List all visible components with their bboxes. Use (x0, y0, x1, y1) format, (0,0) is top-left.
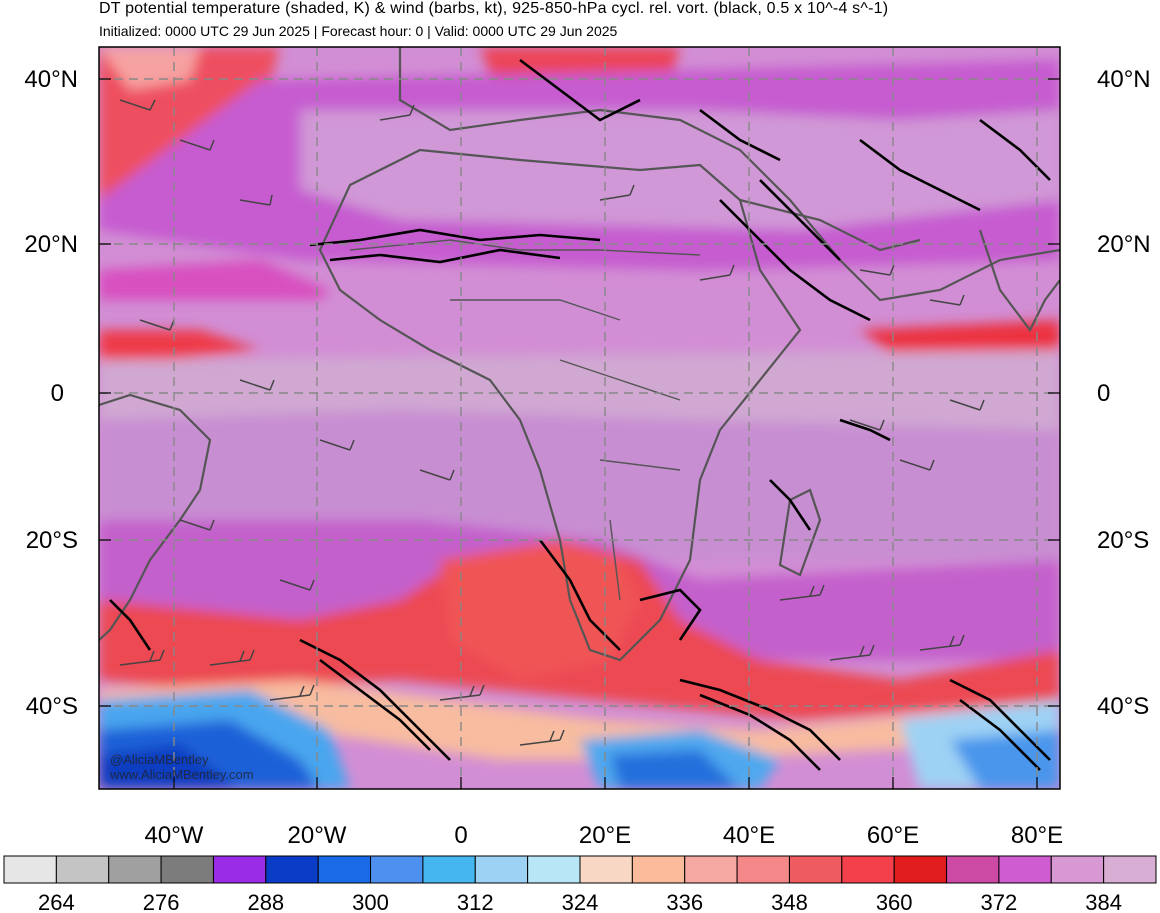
colorbar-swatch (55, 855, 110, 884)
chart-subtitle: Initialized: 0000 UTC 29 Jun 2025 | Fore… (99, 23, 618, 39)
lon-label-0: 0 (454, 822, 467, 849)
lat-label-eq-left: 0 (51, 380, 64, 407)
colorbar-swatch (631, 855, 686, 884)
lon-label-40e: 40°E (723, 822, 775, 849)
colorbar-swatch (1103, 855, 1157, 884)
colorbar-swatch (736, 855, 790, 884)
chart-title: DT potential temperature (shaded, K) & w… (99, 0, 889, 17)
lat-label-20n-left: 20°N (24, 231, 78, 258)
colorbar-swatch (579, 855, 633, 884)
colorbar-tick-label: 336 (666, 890, 703, 913)
lon-label-80e: 80°E (1011, 822, 1063, 849)
colorbar-swatch (474, 855, 529, 884)
lon-label-20w: 20°W (288, 822, 347, 849)
colorbar-tick-label: 324 (562, 890, 599, 913)
vorticity-contours (109, 58, 1051, 771)
colorbar-swatch (998, 855, 1052, 884)
colorbar-swatch (108, 855, 162, 884)
lat-label-20s-right: 20°S (1097, 527, 1149, 554)
colorbar (3, 855, 1157, 884)
lat-label-eq-right: 0 (1097, 380, 1110, 407)
colorbar-swatch (788, 855, 843, 884)
map-frame (98, 46, 1061, 790)
colorbar-swatch (422, 855, 476, 884)
colorbar-swatch (212, 855, 267, 884)
colorbar-tick-label: 372 (981, 890, 1018, 913)
lat-label-40s-right: 40°S (1097, 693, 1149, 720)
colorbar-swatch (684, 855, 738, 884)
axis-ticks (99, 78, 1060, 789)
lat-label-20s-left: 20°S (26, 527, 78, 554)
colorbar-swatch (370, 855, 424, 884)
colorbar-swatch (3, 855, 57, 884)
colorbar-tick-label: 300 (352, 890, 389, 913)
colorbar-swatch (893, 855, 948, 884)
lat-label-40n-left: 40°N (24, 66, 78, 93)
colorbar-swatch (317, 855, 372, 884)
lon-label-40w: 40°W (145, 822, 204, 849)
colorbar-tick-label: 264 (38, 890, 75, 913)
lon-label-20e: 20°E (579, 822, 631, 849)
lat-label-20n-right: 20°N (1097, 231, 1151, 258)
colorbar-swatch (946, 855, 1000, 884)
credit-site: www.AliciaMBentley.com (109, 767, 254, 782)
colorbar-tick-label: 276 (143, 890, 180, 913)
colorbar-tick-label: 348 (771, 890, 808, 913)
colorbar-swatch (265, 855, 319, 884)
colorbar-swatch (841, 855, 895, 884)
colorbar-swatch (1050, 855, 1105, 884)
colorbar-tick-label: 288 (247, 890, 284, 913)
lat-label-40s-left: 40°S (26, 693, 78, 720)
lat-label-40n-right: 40°N (1097, 66, 1151, 93)
colorbar-labels: 264 276 288 300 312 324 336 348 360 372 384 (38, 890, 1122, 913)
credit-handle: @AliciaMBentley (110, 752, 209, 767)
colorbar-tick-label: 384 (1085, 890, 1122, 913)
colorbar-tick-label: 312 (457, 890, 494, 913)
graticule (99, 47, 1060, 789)
colorbar-swatch (160, 855, 214, 884)
colorbar-tick-label: 360 (876, 890, 913, 913)
temperature-shading (99, 47, 1060, 789)
wind-barbs (119, 99, 985, 746)
colorbar-swatch (527, 855, 581, 884)
lon-label-60e: 60°E (867, 822, 919, 849)
